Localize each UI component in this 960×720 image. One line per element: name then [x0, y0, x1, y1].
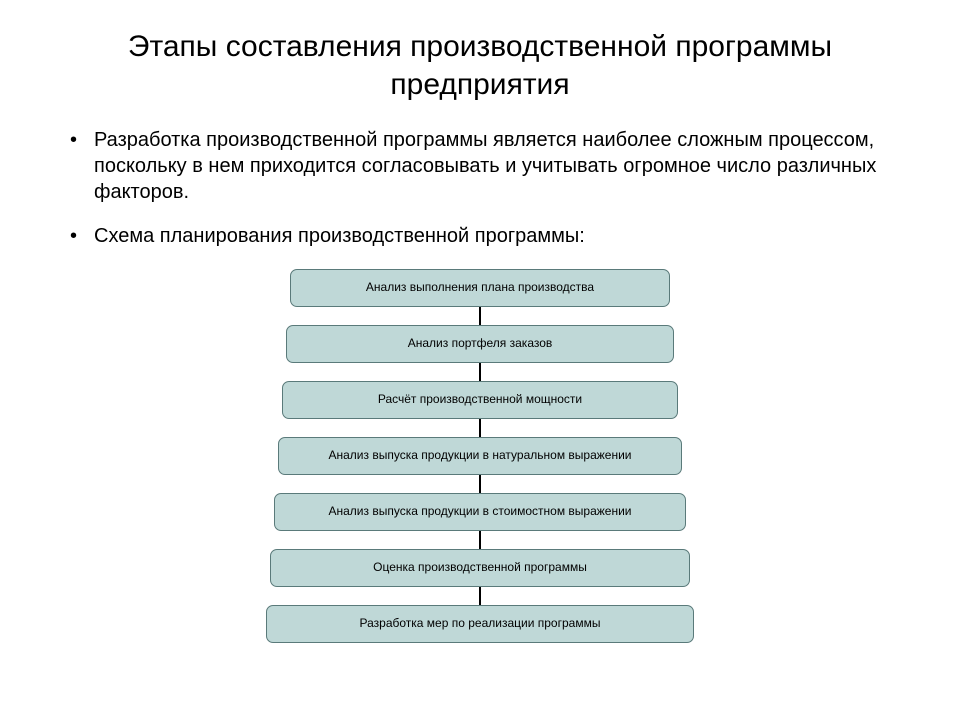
flow-node: Анализ выполнения плана производства: [290, 269, 670, 307]
flow-connector: [479, 306, 481, 326]
flow-connector: [479, 362, 481, 382]
bullet-list: Разработка производственной программы яв…: [48, 127, 912, 249]
page-title: Этапы составления производственной прогр…: [48, 28, 912, 103]
flow-connector: [479, 418, 481, 438]
flow-node: Разработка мер по реализации программы: [266, 605, 694, 643]
bullet-item: Схема планирования производственной прог…: [68, 223, 912, 249]
flow-node: Оценка производственной программы: [270, 549, 690, 587]
flow-node: Анализ выпуска продукции в стоимостном в…: [274, 493, 686, 531]
flow-node: Анализ выпуска продукции в натуральном в…: [278, 437, 682, 475]
flow-connector: [479, 474, 481, 494]
flow-connector: [479, 530, 481, 550]
flow-node: Расчёт производственной мощности: [282, 381, 678, 419]
bullet-item: Разработка производственной программы яв…: [68, 127, 912, 205]
flow-connector: [479, 586, 481, 606]
flow-node: Анализ портфеля заказов: [286, 325, 674, 363]
flowchart: Анализ выполнения плана производства Анал…: [48, 269, 912, 643]
